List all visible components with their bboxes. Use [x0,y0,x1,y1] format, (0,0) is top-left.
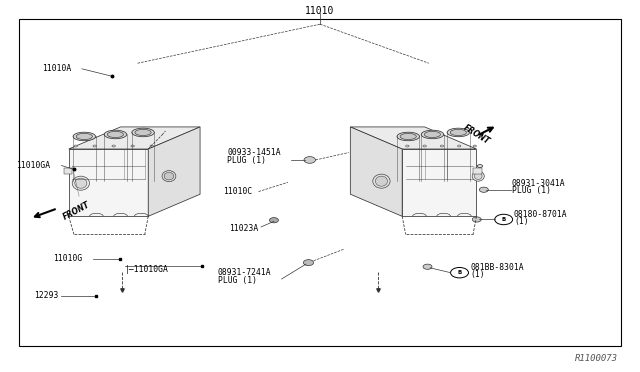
Ellipse shape [373,174,390,188]
Ellipse shape [424,131,440,138]
Text: 00933-1451A: 00933-1451A [227,148,281,157]
Bar [19,19,621,346]
Bar [63,168,72,174]
Text: FRONT: FRONT [462,124,492,147]
Text: (1): (1) [470,270,485,279]
Text: (1): (1) [514,217,529,226]
Text: 11010C: 11010C [223,187,252,196]
Text: PLUG (1): PLUG (1) [227,156,266,165]
Text: B: B [458,270,461,275]
Text: 12293: 12293 [34,291,58,300]
Circle shape [479,187,488,192]
Ellipse shape [376,176,387,186]
Ellipse shape [451,129,467,135]
Ellipse shape [75,178,87,188]
Ellipse shape [164,172,173,180]
Circle shape [406,145,409,147]
Text: 081BB-8301A: 081BB-8301A [470,263,524,272]
Circle shape [112,145,115,147]
Text: 11010GA: 11010GA [16,161,50,170]
Ellipse shape [72,176,90,190]
Text: 11010A: 11010A [42,64,71,73]
Ellipse shape [447,128,470,137]
Text: PLUG (1): PLUG (1) [512,186,551,195]
Circle shape [458,145,461,147]
Ellipse shape [132,128,154,137]
Ellipse shape [474,173,482,179]
Circle shape [150,145,154,147]
Text: B: B [502,217,506,222]
Circle shape [423,264,432,269]
Ellipse shape [162,171,176,182]
Text: FRONT: FRONT [61,201,92,222]
Circle shape [472,217,481,222]
Polygon shape [402,149,476,217]
Ellipse shape [472,171,484,181]
Circle shape [303,260,314,266]
Circle shape [131,145,134,147]
Circle shape [473,145,476,147]
Polygon shape [350,127,476,149]
Ellipse shape [73,132,95,141]
Polygon shape [68,127,200,149]
Text: 08180-8701A: 08180-8701A [514,209,568,218]
Circle shape [74,145,77,147]
Text: 11023A: 11023A [229,224,259,233]
Ellipse shape [400,134,416,140]
Text: R1100073: R1100073 [575,354,618,363]
Circle shape [93,145,97,147]
Text: 08931-3041A: 08931-3041A [512,179,566,188]
Ellipse shape [397,132,419,141]
Ellipse shape [104,130,127,139]
Circle shape [477,164,483,168]
Text: |—11010GA: |—11010GA [125,265,169,274]
Text: 11010G: 11010G [53,254,83,263]
Ellipse shape [108,131,124,138]
Polygon shape [68,149,148,217]
Ellipse shape [135,129,151,135]
Ellipse shape [421,130,444,139]
Circle shape [423,145,426,147]
Circle shape [269,218,278,223]
Ellipse shape [76,134,92,140]
Circle shape [440,145,444,147]
Text: PLUG (1): PLUG (1) [218,276,257,285]
Polygon shape [148,127,200,217]
Polygon shape [350,127,402,217]
Circle shape [304,157,316,163]
Bar [473,168,482,174]
Text: 08931-7241A: 08931-7241A [218,268,271,277]
Text: 11010: 11010 [305,6,335,16]
